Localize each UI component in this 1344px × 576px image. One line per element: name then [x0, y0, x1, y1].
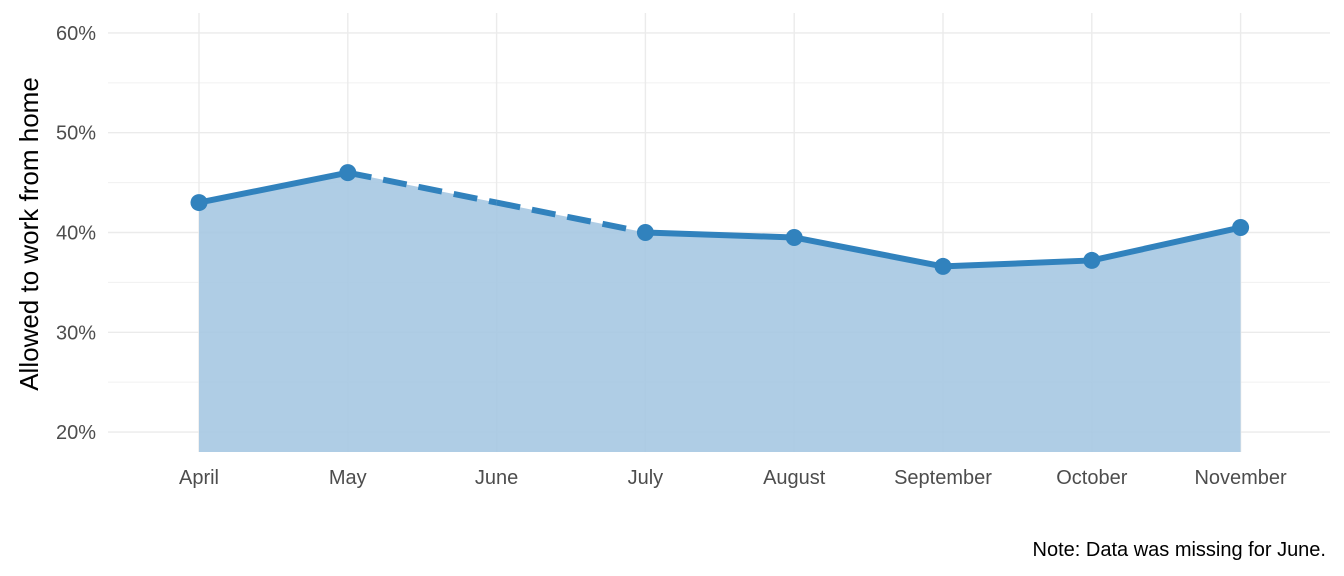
area-layer	[199, 173, 1241, 452]
x-tick-label: April	[179, 467, 219, 489]
data-point	[1083, 252, 1100, 269]
x-tick-label: June	[475, 467, 518, 489]
data-point	[935, 258, 952, 275]
data-point	[191, 194, 208, 211]
x-axis-tick-labels: April May June July August September October No…	[179, 467, 1287, 489]
y-tick-label: 60%	[56, 23, 96, 45]
x-tick-label: July	[628, 467, 664, 489]
y-axis-title: Allowed to work from home	[14, 77, 44, 391]
data-point	[339, 164, 356, 181]
y-axis-tick-labels: 20% 30% 40% 50% 60%	[56, 23, 96, 444]
y-tick-label: 50%	[56, 123, 96, 145]
x-tick-label: October	[1056, 467, 1127, 489]
area-fill	[199, 173, 1241, 452]
y-tick-label: 30%	[56, 322, 96, 344]
data-point	[1232, 219, 1249, 236]
x-tick-label: August	[763, 467, 826, 489]
x-tick-label: September	[894, 467, 992, 489]
x-tick-label: May	[329, 467, 367, 489]
data-point	[637, 224, 654, 241]
chart-caption: Note: Data was missing for June.	[1033, 539, 1326, 561]
data-point	[786, 229, 803, 246]
x-tick-label: November	[1194, 467, 1287, 489]
y-tick-label: 20%	[56, 422, 96, 444]
y-tick-label: 40%	[56, 223, 96, 245]
